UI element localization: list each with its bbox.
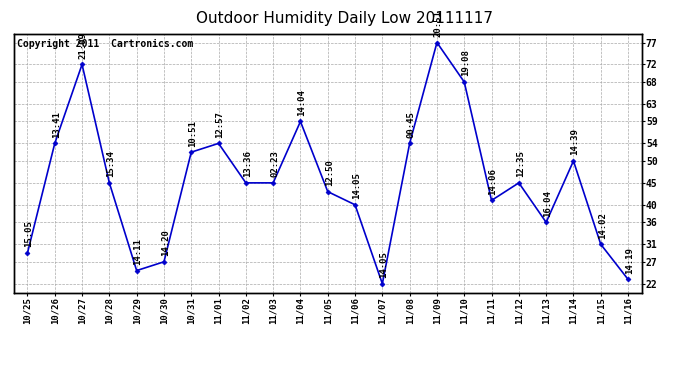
Text: Copyright 2011  Cartronics.com: Copyright 2011 Cartronics.com: [17, 39, 193, 49]
Text: 20:51: 20:51: [434, 10, 443, 37]
Text: 12:35: 12:35: [515, 150, 524, 177]
Text: 14:05: 14:05: [352, 172, 361, 199]
Text: 12:57: 12:57: [215, 111, 224, 138]
Text: 15:34: 15:34: [106, 150, 115, 177]
Text: 21:09: 21:09: [79, 32, 88, 59]
Text: 14:06: 14:06: [489, 168, 497, 195]
Text: Outdoor Humidity Daily Low 20111117: Outdoor Humidity Daily Low 20111117: [197, 11, 493, 26]
Text: 14:19: 14:19: [625, 247, 634, 274]
Text: 14:20: 14:20: [161, 230, 170, 256]
Text: 00:45: 00:45: [406, 111, 415, 138]
Text: 13:41: 13:41: [52, 111, 61, 138]
Text: 02:23: 02:23: [270, 150, 279, 177]
Text: 15:05: 15:05: [24, 220, 33, 248]
Text: 14:39: 14:39: [571, 129, 580, 155]
Text: 19:08: 19:08: [461, 50, 470, 76]
Text: 14:05: 14:05: [380, 251, 388, 278]
Text: 16:04: 16:04: [543, 190, 552, 217]
Text: 14:11: 14:11: [134, 238, 143, 265]
Text: 12:50: 12:50: [324, 159, 334, 186]
Text: 13:36: 13:36: [243, 150, 252, 177]
Text: 14:02: 14:02: [598, 212, 607, 239]
Text: 10:51: 10:51: [188, 120, 197, 147]
Text: 14:04: 14:04: [297, 89, 306, 116]
